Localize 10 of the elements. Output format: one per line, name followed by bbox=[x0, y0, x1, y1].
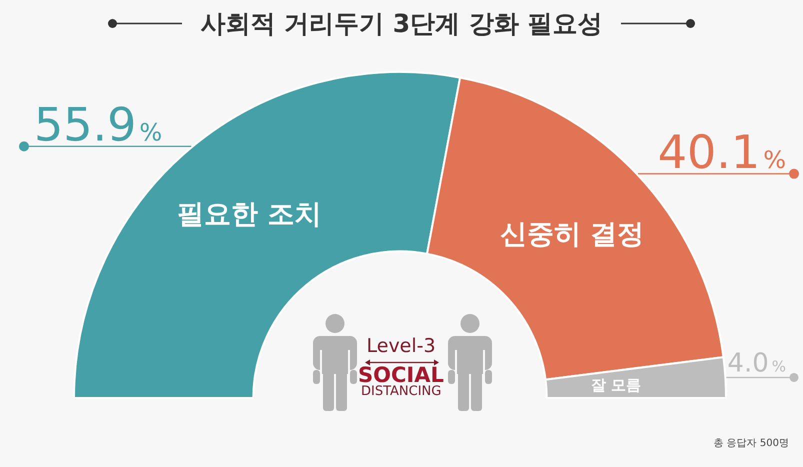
text: DISTANCING bbox=[361, 384, 442, 399]
chart-title: 사회적 거리두기 3단계 강화 필요성 bbox=[200, 8, 603, 40]
text: 총 응답자 500명 bbox=[714, 438, 789, 449]
data-label: 40.1% bbox=[658, 124, 786, 179]
slice-label: 신중히 결정 bbox=[500, 218, 644, 250]
data-label: 55.9% bbox=[34, 97, 162, 152]
data-label: 4.0% bbox=[727, 348, 786, 378]
text: Level-3 bbox=[366, 335, 436, 357]
slice-label: 잘 모름 bbox=[590, 376, 641, 394]
slice-label: 필요한 조치 bbox=[176, 199, 322, 230]
